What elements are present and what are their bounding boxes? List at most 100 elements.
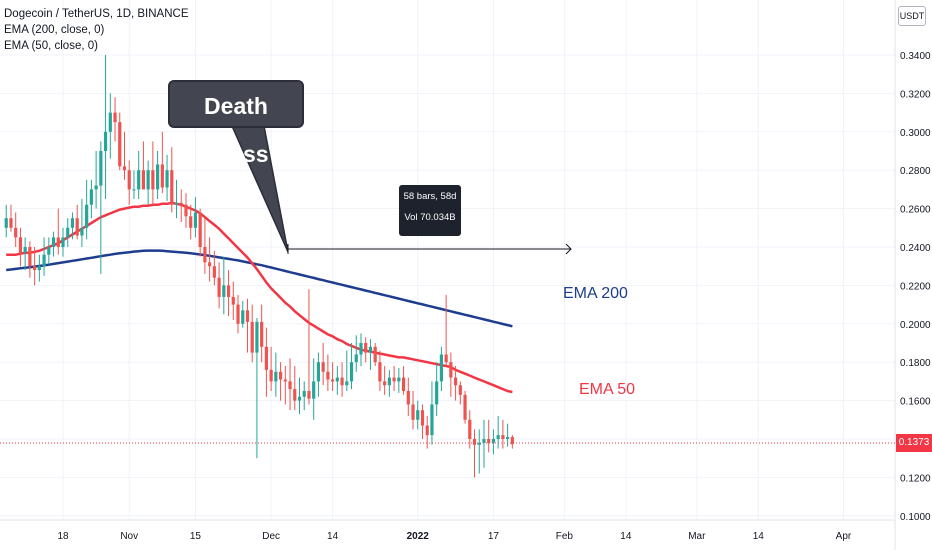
candle-body [302,391,306,397]
candle-body [420,410,425,426]
candle-body [146,170,150,190]
symbol-title[interactable]: Dogecoin / TetherUS, 1D, BINANCE [4,8,189,20]
candle-body [42,254,46,267]
candle-body [274,371,278,382]
candle-body [14,227,18,238]
ema50-line [6,201,513,394]
candle-body [61,237,65,247]
time-tick-label: 17 [488,531,500,542]
candle-body [241,310,245,324]
candle-body [264,346,268,370]
candle-body [321,362,325,372]
candle-body [165,170,169,188]
candle-body [430,404,434,436]
candle-body [406,391,410,405]
candle-body [373,346,377,363]
candle-body [340,377,344,386]
candle-body [151,170,155,190]
currency-button[interactable]: USDT [898,6,926,26]
ema50-label: EMA 50 [579,381,636,398]
candle-body [51,237,56,247]
ema200-legend[interactable]: EMA (200, close, 0) [4,24,105,36]
candle-body [18,237,23,253]
time-tick-label: Dec [262,531,280,542]
candle-body [392,377,396,382]
candle-body [416,410,420,420]
candle-body [250,321,254,353]
measure-volume: Vol 70.034B [404,212,456,223]
candle-body [198,212,202,247]
death-cross-callout[interactable]: Death Cross [168,80,304,167]
candle-body [463,394,467,420]
candle-body [222,285,226,297]
candle-body [269,369,273,382]
candle-body [331,379,335,382]
candle-body [160,164,164,188]
time-tick-label: Nov [120,531,138,542]
candle-body [193,212,198,228]
candle-body [401,377,406,391]
candle-body [189,216,193,228]
price-tick-label: 0.1800 [900,358,931,369]
time-tick-label: 2022 [407,531,430,542]
price-axis: 0.3400 0.3200 0.3000 0.2800 0.2600 0.2400 0.22… [894,0,931,550]
candles [4,55,514,478]
time-tick-label: Feb [556,531,574,542]
candle-body [70,218,75,228]
candle-body [66,227,70,238]
candle-body [335,377,339,382]
price-tick-label: 0.2200 [900,281,931,292]
candle-body [127,170,131,190]
ema50-legend[interactable]: EMA (50, close, 0) [4,40,98,52]
price-tick-label: 0.2800 [900,166,931,177]
candle-body [487,439,491,443]
candle-body [378,362,382,382]
price-tick-label: 0.1200 [900,473,931,484]
date-range-arrow [287,243,572,255]
candle-body [108,112,112,132]
candle-body [444,354,448,363]
candle-body [217,277,221,297]
candle-body [132,189,136,191]
time-tick-label: 14 [620,531,632,542]
candle-body [33,266,37,271]
candle-body [345,381,349,386]
price-tick-label: 0.1000 [900,512,931,523]
candle-body [501,435,505,439]
candle-body [368,346,373,353]
candle-body [37,266,41,271]
candle-body [397,377,401,382]
candle-body [113,112,117,123]
candle-body [212,266,216,278]
candle-body [99,151,103,186]
candle-body [231,296,235,305]
candle-body [326,371,330,380]
candle-body [359,343,363,355]
candle-body [316,362,321,382]
candle-body [260,321,264,347]
candle-body [118,122,122,167]
measure-tooltip: 58 bars, 58d Vol 70.034B [399,185,461,236]
candle-body [458,385,462,395]
candle-body [387,377,391,386]
measure-bars: 58 bars, 58d [403,191,457,202]
time-axis: 18 Nov 15 Dec 14 2022 17 Feb 14 Mar 14 Apr [0,519,895,542]
candle-body [174,202,179,205]
candle-body [453,377,458,386]
candle-body [468,419,472,439]
candle-body [425,425,429,436]
candle-body [80,227,84,236]
candle-body [283,379,287,382]
candle-body [349,362,354,382]
candle-body [245,310,250,322]
candle-body [226,285,231,297]
candle-body [510,437,514,445]
candle-body [435,381,439,405]
candle-body [288,381,292,390]
time-tick-label: 14 [753,531,765,542]
candle-body [278,371,283,380]
candle-body [141,170,146,190]
candle-body [9,218,13,228]
candle-body [449,362,453,378]
